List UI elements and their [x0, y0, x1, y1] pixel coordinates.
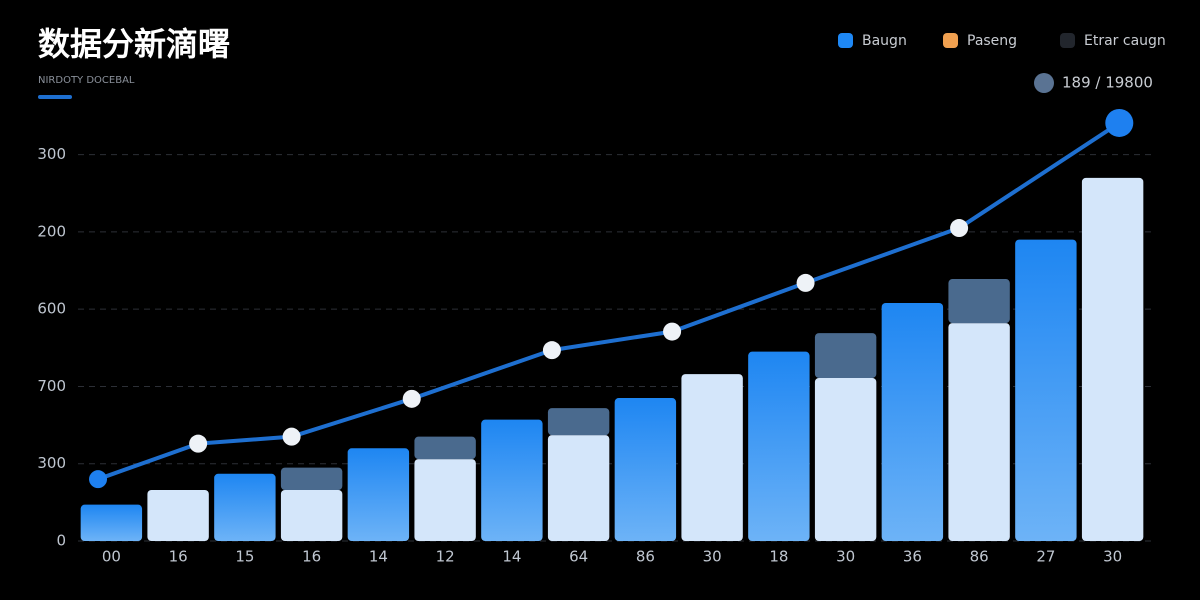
y-tick-label: 300 [37, 145, 66, 163]
bar [948, 323, 1010, 541]
annotation: 189 / 19800 [1062, 74, 1153, 92]
subtitle-underline [38, 95, 72, 99]
line-point [1105, 108, 1134, 137]
x-tick-label: 86 [636, 548, 655, 566]
x-tick-label: 64 [569, 548, 588, 566]
bar [547, 435, 610, 541]
x-tick-label: 27 [1036, 548, 1055, 566]
bar [347, 448, 410, 541]
line-point [89, 470, 108, 489]
bar [614, 398, 677, 541]
x-tick-label: 30 [1103, 548, 1122, 566]
y-tick-label: 300 [37, 454, 66, 472]
legend-label: Paseng [967, 33, 1017, 49]
x-tick-label: 12 [436, 548, 455, 566]
x-tick-label: 18 [769, 548, 788, 566]
x-tick-label: 16 [169, 548, 188, 566]
bar [881, 303, 944, 541]
x-tick-label: 16 [302, 548, 321, 566]
y-tick-label: 0 [56, 532, 66, 550]
bar [547, 408, 610, 436]
bar [414, 459, 476, 541]
legend-swatch [1060, 33, 1075, 48]
x-tick-label: 30 [836, 548, 855, 566]
y-tick-label: 700 [37, 377, 66, 395]
x-tick-label: 86 [970, 548, 989, 566]
bar [147, 490, 209, 541]
x-tick-label: 14 [502, 548, 521, 566]
bar [280, 490, 343, 541]
bar [814, 333, 877, 378]
bar [814, 377, 877, 541]
annotation-dot [1034, 73, 1054, 93]
line-point [796, 273, 815, 292]
bar [948, 279, 1010, 324]
bar [414, 436, 476, 460]
line-point [950, 219, 969, 238]
chart-subtitle: NIRDOTY DOCEBAL [38, 75, 135, 86]
bar [1081, 177, 1144, 541]
bar [481, 419, 543, 541]
y-tick-label: 600 [37, 300, 66, 318]
bar [280, 467, 343, 490]
x-tick-label: 00 [102, 548, 121, 566]
chart-title: 数据分新滴曙 [38, 25, 230, 63]
bar [681, 374, 743, 541]
line-point [282, 427, 301, 446]
bar [214, 473, 276, 541]
y-tick-label: 200 [37, 222, 66, 240]
legend-label: Etrar caugn [1084, 33, 1166, 49]
bar [1015, 239, 1077, 542]
line-point [663, 322, 682, 341]
x-tick-label: 30 [703, 548, 722, 566]
legend-swatch [838, 33, 853, 48]
legend-swatch [943, 33, 958, 48]
line-point [542, 341, 561, 360]
line-point [189, 434, 208, 453]
line-point [402, 389, 421, 408]
bar [748, 351, 810, 541]
bar [80, 504, 143, 541]
x-tick-label: 36 [903, 548, 922, 566]
x-tick-label: 15 [235, 548, 254, 566]
legend-label: Baugn [862, 33, 907, 49]
x-tick-label: 14 [369, 548, 388, 566]
